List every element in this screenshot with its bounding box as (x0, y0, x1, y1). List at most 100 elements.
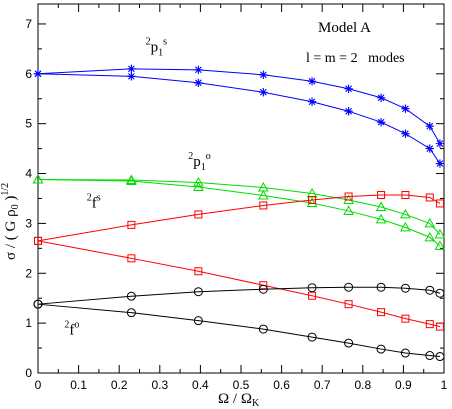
mode-label-p1o: 2p1o (188, 151, 211, 173)
series-fs (34, 190, 444, 245)
y-tick-label: 2 (25, 266, 32, 280)
data-point-square (127, 220, 136, 229)
y-tick-label: 4 (25, 167, 32, 181)
mode-label-prefix: 2 (64, 320, 69, 331)
y-axis-label: σ / ( G ρ0 )1/2 (0, 183, 21, 260)
data-point-star (344, 107, 353, 116)
data-point-triangle (257, 189, 269, 200)
data-point-square (308, 195, 317, 204)
x-tick-label: 0.5 (233, 378, 250, 392)
y-tick-label: 1 (25, 316, 32, 330)
data-point-square (344, 300, 353, 309)
data-point-triangle (375, 213, 387, 224)
data-point-square (34, 236, 42, 245)
mode-label-fo: 2fo (64, 320, 79, 339)
data-point-square (127, 254, 136, 263)
series-line (37, 286, 441, 305)
mode-label-p1s: 2p1s (146, 36, 168, 58)
data-point-star (435, 159, 445, 168)
data-point-star (259, 88, 268, 97)
series-line (37, 179, 441, 247)
mode-label-main: p (193, 154, 201, 170)
data-point-square (401, 314, 410, 323)
mode-label-sup: s (163, 36, 167, 47)
data-point-circle (33, 299, 43, 309)
data-point-circle (258, 284, 268, 294)
data-point-circle (193, 287, 203, 297)
data-point-star (376, 93, 386, 102)
data-point-triangle (434, 240, 446, 250)
data-point-star (344, 84, 353, 93)
data-point-triangle (343, 194, 354, 204)
data-point-circle (258, 324, 268, 334)
data-point-square (377, 308, 386, 317)
data-point-star (376, 117, 386, 127)
data-point-triangle (306, 197, 318, 207)
data-point-circle (425, 285, 435, 295)
y-tick-label: 6 (25, 67, 32, 81)
series-p1o-green (32, 174, 446, 250)
mode-label-sup: o (74, 320, 79, 331)
data-point-circle (344, 282, 354, 292)
x-tick-label: 0.6 (273, 378, 290, 392)
data-point-square (377, 190, 386, 199)
data-point-triangle (424, 217, 436, 228)
y-axis-label-tail: ) (3, 196, 19, 205)
x-tick-label: 0 (35, 378, 42, 392)
data-point-circle (376, 344, 386, 354)
y-tick-label: 3 (25, 216, 32, 230)
data-point-square (425, 193, 434, 202)
y-tick-label: 5 (25, 117, 32, 131)
x-tick-label: 1 (441, 378, 448, 392)
data-point-triangle (343, 205, 354, 215)
data-point-star (194, 78, 203, 87)
x-tick-label: 0.8 (354, 378, 371, 392)
series-fo (34, 236, 444, 331)
data-point-star (194, 65, 203, 75)
x-tick-label: 0.2 (111, 378, 128, 392)
data-point-circle (126, 291, 136, 301)
series-p1s (33, 64, 445, 148)
data-point-star (33, 69, 43, 79)
data-point-star (435, 139, 445, 148)
x-tick-label: 0.7 (314, 378, 331, 392)
data-point-circle (376, 282, 386, 292)
data-point-star (307, 97, 317, 106)
series-line (37, 240, 441, 328)
x-tick-label: 0.3 (151, 378, 168, 392)
data-point-square (344, 192, 353, 201)
chart-subtitle: l = m = 2 modes (306, 51, 405, 66)
data-point-circle (193, 316, 203, 326)
y-tick-label: 7 (25, 17, 32, 31)
chart-title: Model A (318, 20, 371, 36)
mode-label-sub: 1 (201, 162, 206, 173)
data-point-square (435, 199, 444, 208)
y-axis-label-exp: 1/2 (0, 183, 11, 196)
series-fo-black (33, 299, 445, 362)
y-axis-label-sub: 0 (10, 204, 21, 209)
data-point-triangle (126, 175, 137, 186)
data-point-triangle (32, 174, 44, 184)
data-point-triangle (400, 221, 411, 232)
data-point-star (127, 72, 136, 81)
series-p1o (33, 69, 445, 168)
x-tick-label: 0.4 (192, 378, 209, 392)
data-point-triangle (193, 181, 204, 192)
data-point-square (194, 267, 203, 276)
mode-label-prefix: 2 (87, 192, 92, 203)
mode-label-sub: 1 (158, 47, 163, 58)
series-line (37, 303, 440, 358)
mode-label-main: p (151, 39, 159, 55)
x-tick-label: 0.9 (395, 378, 412, 392)
series-line (37, 73, 441, 164)
data-point-circle (435, 352, 445, 362)
data-point-square (435, 322, 444, 331)
mode-label-prefix: 2 (188, 151, 193, 162)
mode-label-prefix: 2 (146, 36, 151, 47)
data-point-circle (400, 348, 410, 358)
series-line (37, 179, 441, 235)
data-point-star (401, 104, 410, 113)
